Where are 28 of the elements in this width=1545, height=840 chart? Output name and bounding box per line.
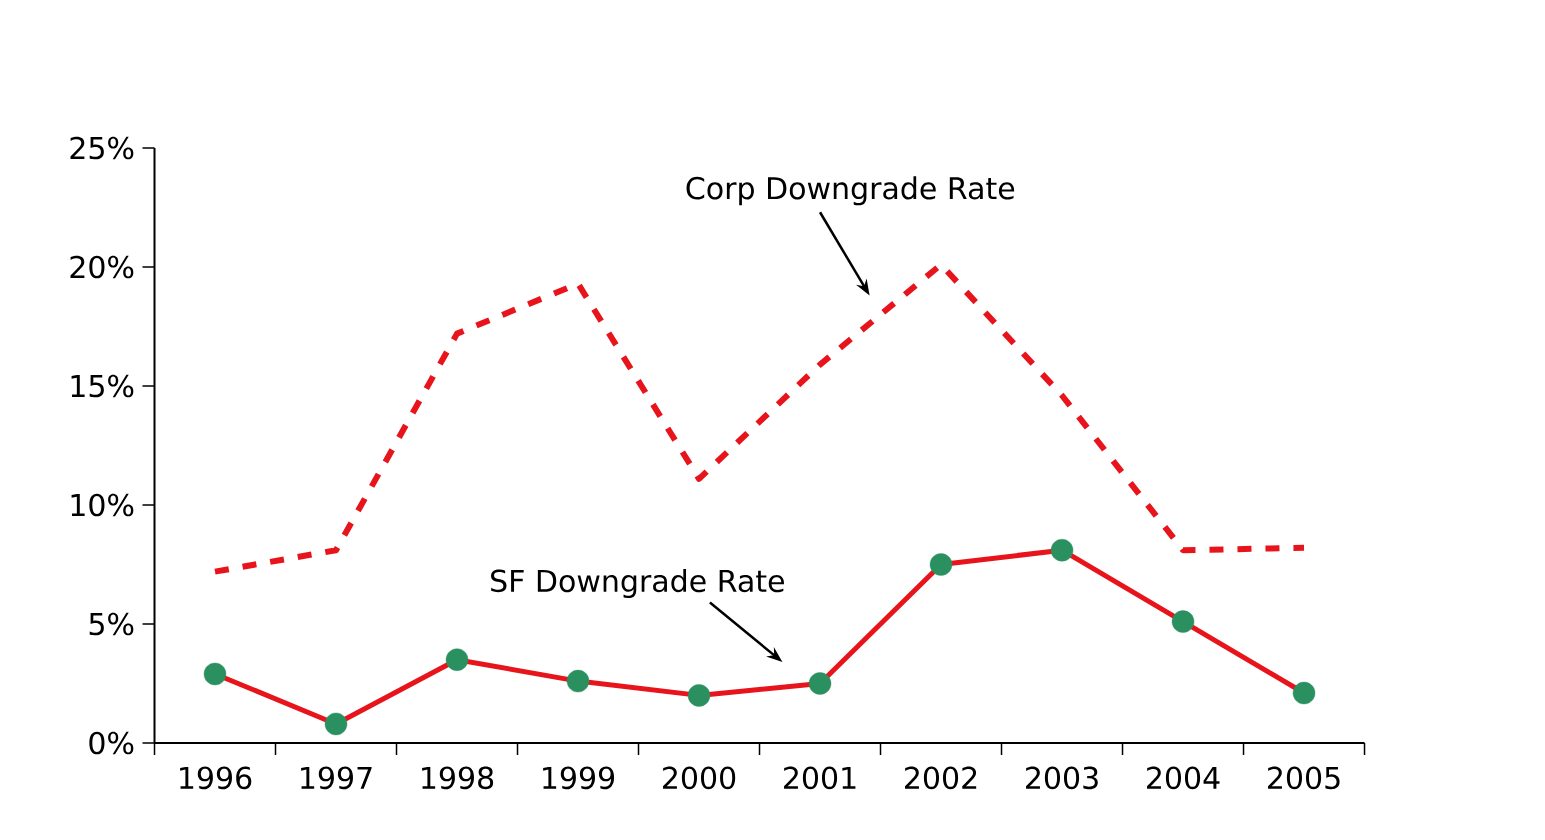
x-tick-label: 1999 (543, 766, 615, 790)
x-tick-label: 2004 (1147, 766, 1220, 790)
point (1050, 539, 1074, 562)
y-tick-label: 25% (70, 136, 134, 160)
point (1292, 681, 1316, 705)
text: Corp Downgrade Rate (686, 176, 1015, 206)
x-tick-label: 2003 (1026, 766, 1098, 790)
x-tick-label: 1996 (180, 766, 252, 790)
point (929, 553, 953, 576)
y-tick-label: 15% (71, 374, 134, 398)
y-tick-label: 5% (89, 612, 134, 636)
text: SF Downgrade Rate (491, 569, 784, 599)
y-tick-label: 10% (71, 493, 134, 517)
x-tick-label: 2005 (1268, 766, 1340, 790)
point (687, 684, 711, 707)
x-tick-label: 2000 (663, 766, 736, 790)
x-tick-label: 1997 (301, 766, 372, 790)
y-tick-label: 20% (70, 255, 134, 279)
y-tick-label: 0% (89, 731, 134, 755)
point (1171, 610, 1195, 633)
point (445, 648, 469, 671)
point (566, 669, 590, 693)
point (808, 672, 832, 695)
x-tick-label: 2002 (905, 766, 977, 790)
x-tick-label: 2001 (784, 766, 856, 790)
x-tick-label: 1998 (422, 766, 494, 790)
point (324, 712, 348, 736)
point (203, 662, 227, 686)
